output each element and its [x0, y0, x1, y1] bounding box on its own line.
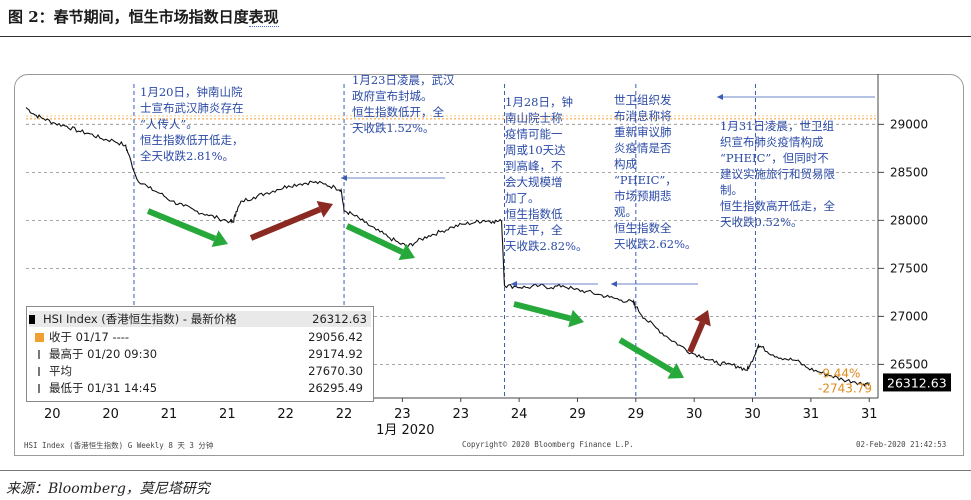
figure-title: 图 2：春节期间，恒生市场指数日度表现	[8, 6, 279, 27]
pointer-jan28-head	[511, 281, 517, 287]
up-arrow-red-shaft	[687, 321, 706, 354]
top-divider	[0, 36, 971, 37]
y-tick-label: 28500	[890, 165, 928, 179]
x-tick-label: 22	[277, 407, 294, 422]
legend-value: 26312.63	[312, 312, 367, 326]
y-axis: 26500 27000 27500 28000 28500 29000	[877, 74, 928, 398]
legend-label: 最高于 01/20 09:30	[49, 347, 158, 361]
legend-value: 29056.42	[308, 330, 363, 344]
legend-row-average: 平均 27670.30	[35, 363, 367, 379]
last-price-box	[883, 373, 951, 392]
y-tick-label: 27000	[890, 309, 928, 323]
annotation-jan29-30: 世卫组织发 布消息称将 重新审议肺 炎疫情是否 构成 “PHEIC”， 市场预期…	[614, 93, 697, 251]
up-arrow-red-head	[694, 310, 711, 327]
figure-title-highlight: 表现	[248, 8, 279, 27]
source-note: 来源：Bloomberg，莫尼塔研究	[6, 481, 210, 497]
down-arrow-green-shaft	[146, 208, 217, 242]
x-tick-label: 29	[628, 407, 645, 422]
legend-label: HSI Index (香港恒生指数) - 最新价格	[43, 312, 237, 326]
trend-arrows	[146, 201, 711, 379]
x-tick-label: 31	[861, 407, 878, 422]
legend-value: 29174.92	[308, 347, 363, 361]
legend-label: 收于 01/17 ----	[49, 330, 130, 344]
y-tick-label: 28000	[890, 213, 928, 227]
x-tick-label: 20	[44, 407, 61, 422]
pointer-jan31-head	[717, 94, 723, 100]
legend-swatch-close	[35, 333, 44, 342]
down-arrow-green-head	[398, 243, 415, 261]
change-pct-label: -9.44%	[818, 366, 860, 380]
down-arrow-green-shaft	[345, 223, 404, 255]
x-axis-label: 1月 2020	[376, 423, 435, 438]
annotation-jan31: 1月31日凌晨，世卫组 织宣布肺炎疫情构成 “PHEIC”，但同时不 建议实施旅…	[720, 119, 835, 229]
annotation-jan23: 1月23日凌晨，武汉 政府宣布封城。 恒生指数低开，全 天收跌1.52%。	[352, 73, 455, 135]
x-tick-label: 22	[336, 407, 353, 422]
last-price-label: 26312.63	[887, 375, 947, 390]
x-tick-label: 30	[686, 407, 703, 422]
footer-copyright: Copyright© 2020 Bloomberg Finance L.P.	[462, 440, 634, 449]
legend-swatch-average	[38, 367, 40, 376]
figure-title-main: 图 2：春节期间，恒生市场指数日度	[8, 8, 249, 26]
price-line	[25, 107, 870, 388]
up-arrow-red	[687, 310, 711, 354]
x-tick-label: 31	[803, 407, 820, 422]
down-arrow-green-shaft	[618, 337, 674, 374]
x-tick-label: 30	[744, 407, 761, 422]
down-arrow-green-head	[211, 230, 228, 247]
legend-label: 平均	[49, 364, 72, 378]
legend-swatch-high	[38, 350, 40, 359]
annotation-jan28: 1月28日，钟 南山院士称 疫情可能一 周或10天达 到高峰，不 会大规模增 加…	[505, 95, 588, 253]
right-price-labels: -9.44%-2743.79 26312.63	[818, 366, 951, 395]
down-arrow-green	[513, 301, 584, 328]
annotation-jan20: 1月20日，钟南山院 士宣布武汉肺炎存在 “人传人”。 恒生指数低开低走， 全天…	[140, 85, 244, 163]
up-arrow-red-head	[316, 201, 333, 218]
legend-swatch-low	[38, 384, 40, 393]
x-tick-label: 24	[511, 407, 528, 422]
annotation-pointers	[341, 94, 875, 287]
down-arrow-green-head	[667, 363, 684, 379]
x-tick-label: 20	[102, 407, 119, 422]
legend-row-close: 收于 01/17 ---- 29056.42	[35, 329, 367, 345]
legend-row-high: 最高于 01/20 09:30 29174.92	[35, 346, 367, 362]
x-tick-label: 23	[394, 407, 411, 422]
x-tick-label: 21	[219, 407, 236, 422]
legend-value: 27670.30	[308, 364, 363, 378]
down-arrow-green-shaft	[513, 301, 572, 322]
legend-row-latest: HSI Index (香港恒生指数) - 最新价格 26312.63	[29, 311, 371, 327]
down-arrow-green	[618, 337, 684, 379]
y-tick-label: 26500	[890, 357, 928, 371]
down-arrow-green	[345, 223, 415, 261]
pointer-jan29-30-head	[611, 281, 617, 287]
change-abs-label: -2743.79	[818, 381, 872, 395]
down-arrow-green-head	[568, 309, 584, 328]
legend-box: HSI Index (香港恒生指数) - 最新价格 26312.63 收于 01…	[26, 306, 374, 402]
up-arrow-red	[249, 201, 333, 241]
y-tick-label: 29000	[890, 117, 928, 131]
y-tick-label: 27500	[890, 261, 928, 275]
down-arrow-green	[146, 208, 228, 247]
footer-timestamp: 02-Feb-2020 21:42:53	[856, 440, 947, 449]
legend-label: 最低于 01/31 14:45	[49, 381, 158, 395]
price-series	[25, 107, 870, 388]
reference-line	[26, 115, 878, 120]
x-axis: 20 20 21 21 22 22 23 23 24 29 29 30 30 31 31 1月 2020	[26, 397, 878, 438]
up-arrow-red-shaft	[249, 206, 322, 241]
gridlines	[26, 123, 878, 365]
x-tick-label: 29	[569, 407, 586, 422]
bottom-divider	[0, 470, 971, 471]
x-tick-label: 21	[161, 407, 178, 422]
legend-value: 26295.49	[308, 381, 363, 395]
footer-left: HSI Index (香港恒生指数) G Weekly 8 天 3 分钟	[24, 441, 214, 450]
pointer-jan23-head	[341, 175, 347, 181]
legend-swatch-latest	[29, 315, 35, 324]
legend-row-low: 最低于 01/31 14:45 26295.49	[35, 380, 367, 396]
x-tick-label: 23	[452, 407, 469, 422]
